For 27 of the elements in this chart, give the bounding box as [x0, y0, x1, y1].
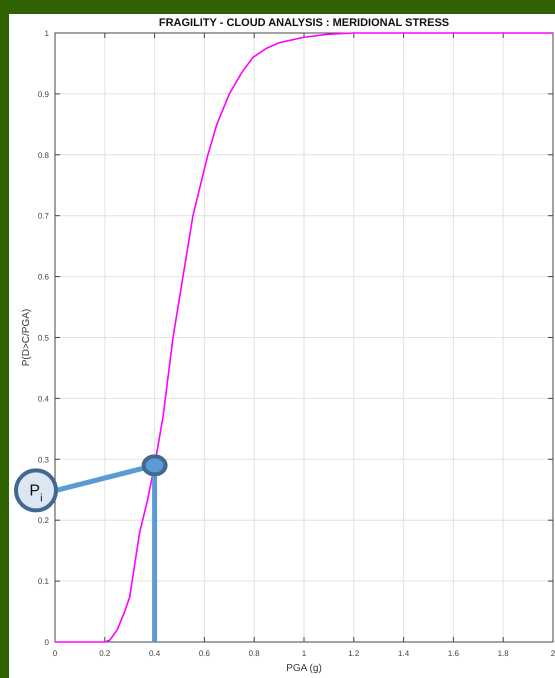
x-tick-label: 0.8 — [248, 649, 260, 658]
y-tick-label: 0.4 — [38, 394, 50, 404]
x-tick-label: 1.2 — [348, 649, 360, 658]
y-tick-label: 0.8 — [38, 150, 50, 160]
y-tick-label: 0.3 — [38, 455, 50, 464]
x-tick-label: 1.8 — [498, 649, 510, 658]
x-tick-label: 1 — [302, 649, 307, 658]
chart-title: FRAGILITY - CLOUD ANALYSIS : MERIDIONAL STRESS — [158, 17, 450, 29]
x-tick-label: 1.4 — [398, 649, 410, 658]
y-tick-label: 0.1 — [38, 577, 50, 586]
line-series — [54, 32, 554, 643]
x-axis-title: PGA (g) — [286, 663, 322, 674]
y-tick-label: 0.7 — [38, 212, 50, 221]
y-tick-label: 0.2 — [38, 516, 50, 526]
x-tick-label: 1.6 — [448, 649, 460, 658]
x-tick-label: 2 — [550, 649, 555, 658]
y-tick-label: 0.5 — [38, 334, 50, 342]
y-tick-label: 0 — [44, 638, 50, 647]
x-tick-label: 0.6 — [198, 649, 211, 658]
y-tick-label: 0.6 — [38, 272, 50, 282]
x-tick-label: 0 — [52, 649, 58, 658]
annotation: P$_{i}$ — [29, 482, 43, 504]
y-tick-label: 0.9 — [38, 90, 50, 99]
y-tick-label: 1 — [44, 29, 50, 38]
y-axis-title: P(D>C/PGA) — [21, 308, 32, 366]
x-tick-label: 0.2 — [99, 649, 111, 658]
x-tick-label: 0.4 — [149, 649, 161, 658]
